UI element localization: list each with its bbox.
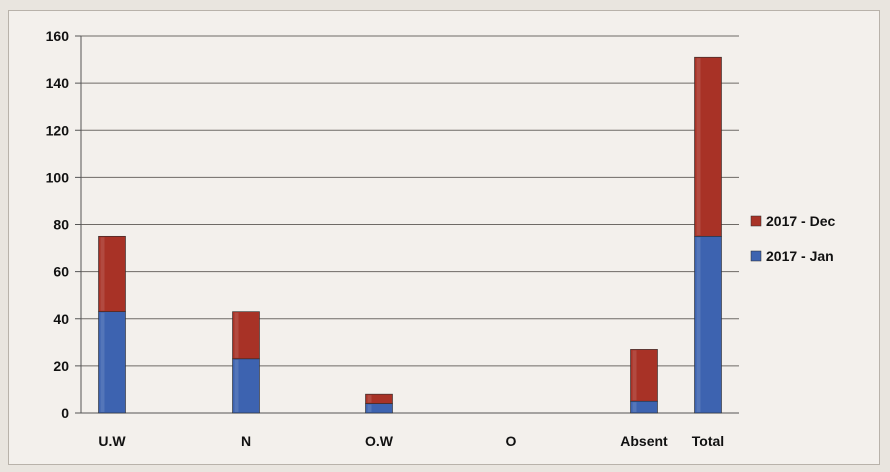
bars bbox=[98, 56, 722, 414]
y-tick-label: 60 bbox=[53, 264, 69, 280]
bar-highlight bbox=[367, 404, 372, 412]
legend-label-jan: 2017 - Jan bbox=[766, 248, 834, 264]
category-label: Total bbox=[692, 433, 724, 449]
bar-dec-n bbox=[232, 311, 260, 360]
bar-highlight bbox=[632, 402, 637, 412]
y-tick-label: 120 bbox=[46, 122, 70, 138]
bar-dec-uw bbox=[98, 235, 126, 312]
category-label: Absent bbox=[620, 433, 668, 449]
bar-highlight bbox=[100, 312, 105, 412]
category-label: U.W bbox=[98, 433, 126, 449]
gridlines bbox=[81, 35, 739, 367]
bar-dec-ow bbox=[365, 393, 393, 404]
chart-frame: 0 20 40 60 80 100 120 140 160 U.W N O.W O Absent Tota… bbox=[8, 10, 880, 465]
bar-highlight bbox=[696, 58, 701, 236]
bar-jan-total bbox=[694, 235, 722, 414]
y-tick-labels: 0 20 40 60 80 100 120 140 160 bbox=[46, 28, 70, 421]
y-tick-label: 80 bbox=[53, 217, 69, 233]
legend-swatch-dec bbox=[750, 215, 762, 227]
axes bbox=[75, 35, 739, 414]
bar-highlight bbox=[234, 312, 239, 358]
y-tick-label: 40 bbox=[53, 311, 69, 327]
bar-jan-n bbox=[232, 358, 260, 414]
bar-highlight bbox=[632, 350, 637, 401]
legend-label-dec: 2017 - Dec bbox=[766, 213, 835, 229]
legend-swatch-jan bbox=[750, 250, 762, 262]
category-label: N bbox=[241, 433, 251, 449]
y-tick-label: 0 bbox=[61, 405, 69, 421]
y-tick-label: 140 bbox=[46, 75, 70, 91]
bar-dec-absent bbox=[630, 349, 658, 402]
bar-highlight bbox=[696, 237, 701, 412]
category-label: O bbox=[506, 433, 517, 449]
bar-highlight bbox=[367, 395, 372, 403]
y-tick-label: 20 bbox=[53, 358, 69, 374]
category-labels: U.W N O.W O Absent Total bbox=[98, 433, 724, 449]
bar-highlight bbox=[100, 237, 105, 311]
y-tick-label: 100 bbox=[46, 169, 70, 185]
bar-dec-total bbox=[694, 56, 722, 237]
bar-highlight bbox=[234, 359, 239, 412]
legend: 2017 - Dec 2017 - Jan bbox=[750, 213, 835, 264]
stacked-bar-chart: 0 20 40 60 80 100 120 140 160 U.W N O.W O Absent Tota… bbox=[46, 28, 836, 449]
category-label: O.W bbox=[365, 433, 394, 449]
y-tick-label: 160 bbox=[46, 28, 70, 44]
